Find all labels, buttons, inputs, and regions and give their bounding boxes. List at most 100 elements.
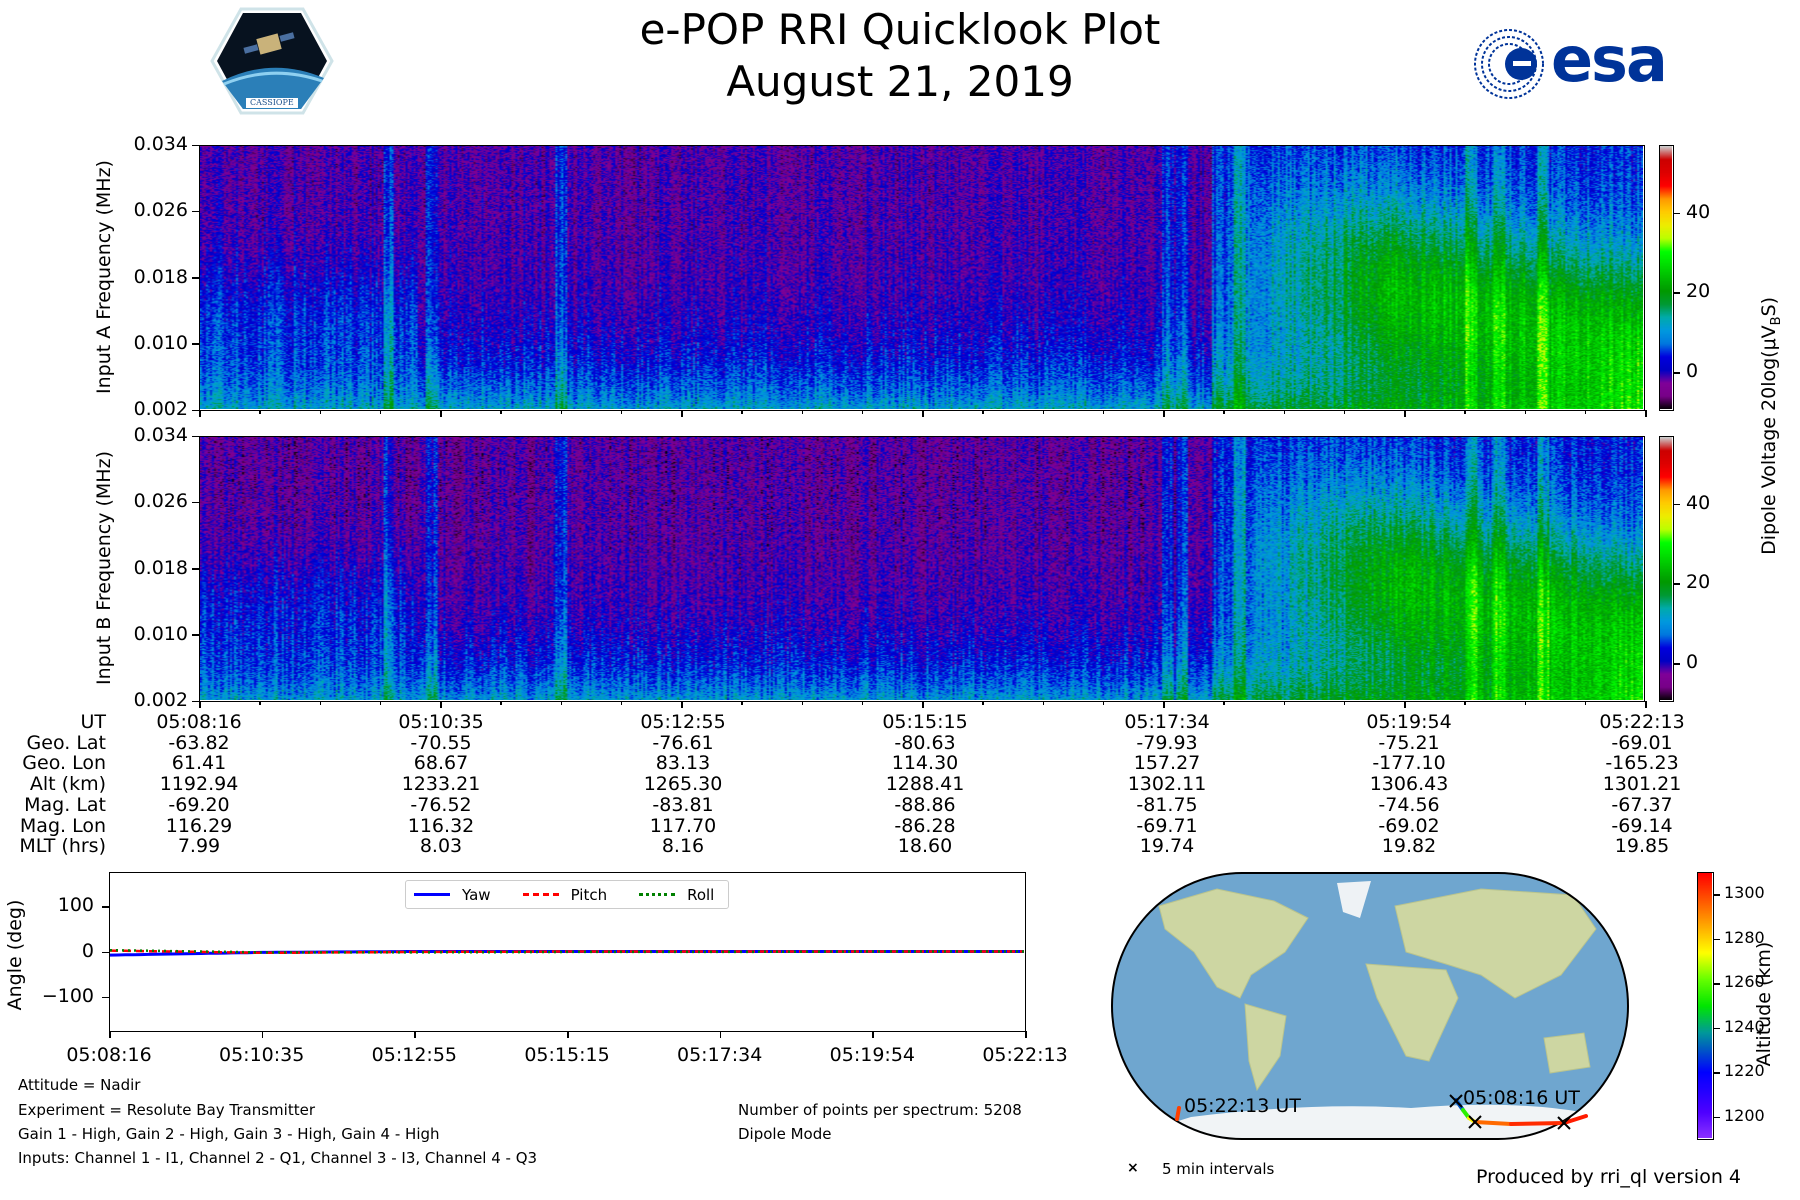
colorbar-tick-label: 40 xyxy=(1686,491,1711,514)
ephemeris-cell: 114.30 xyxy=(891,752,959,775)
world-map xyxy=(1111,872,1629,1140)
cassiope-logo-text: CASSIOPE xyxy=(250,98,294,107)
xtick-mark xyxy=(620,410,623,414)
ground-track-map: 05:08:16 UT 05:22:13 UT xyxy=(1111,872,1631,1142)
ytick-label: 0.018 xyxy=(133,265,188,288)
altitude-tick xyxy=(1714,1116,1720,1119)
eurasia xyxy=(1394,888,1597,999)
ephemeris-row-label: Mag. Lat xyxy=(24,793,106,816)
australia xyxy=(1543,1032,1591,1074)
altitude-colorbar xyxy=(1697,872,1714,1140)
ephemeris-cell: -86.28 xyxy=(894,814,956,837)
ephemeris-cell: -76.52 xyxy=(410,793,472,816)
voltage-colorbar-b xyxy=(1659,436,1674,702)
ephemeris-cell: -177.10 xyxy=(1372,752,1446,775)
track-segment xyxy=(1473,1120,1513,1126)
ephemeris-cell: -76.61 xyxy=(652,731,714,754)
xtick-mark xyxy=(1464,410,1466,414)
track-segment xyxy=(1562,1114,1588,1125)
xtick-mark xyxy=(1102,410,1105,414)
time-tick-label: 05:08:16 xyxy=(66,1044,152,1066)
track-start-label: 05:08:16 UT xyxy=(1463,1087,1580,1109)
pitch-line-icon xyxy=(522,893,559,896)
time-tick-label: 05:22:13 xyxy=(982,1044,1068,1066)
ephemeris-cell: -69.14 xyxy=(1611,814,1673,837)
track-segment xyxy=(1509,1121,1566,1126)
ytick-label: 0.002 xyxy=(133,398,188,420)
xtick-mark xyxy=(1584,701,1587,705)
xtick-mark xyxy=(620,701,623,705)
xtick-mark xyxy=(861,701,864,705)
angle-tick xyxy=(102,996,109,999)
x-marker-icon xyxy=(1557,1116,1571,1130)
xtick-mark xyxy=(440,410,442,417)
ephemeris-cell: -69.01 xyxy=(1611,731,1673,754)
colorbar-tick xyxy=(1674,663,1680,665)
ephemeris-cell: 05:08:16 xyxy=(156,711,242,733)
ephemeris-row-label: Geo. Lat xyxy=(26,731,106,754)
south-america xyxy=(1244,1003,1287,1092)
time-tick-label: 05:19:54 xyxy=(829,1044,915,1066)
ephemeris-cell: 1306.43 xyxy=(1369,773,1449,796)
ephemeris-row-label: UT xyxy=(80,711,106,733)
ephemeris-cell: 8.03 xyxy=(419,835,463,858)
colorbar-label-sub: B xyxy=(1768,316,1784,326)
ephemeris-cell: 7.99 xyxy=(177,835,221,858)
angle-tick-label: 0 xyxy=(81,939,94,962)
xtick-mark xyxy=(1343,701,1346,705)
ytick-label: 0.034 xyxy=(133,133,188,155)
spectrogram-b-heatmap xyxy=(200,437,1643,700)
ephemeris-cell: -69.02 xyxy=(1378,814,1440,837)
attitude-legend: Yaw Pitch Roll xyxy=(405,880,729,909)
ytick-label: 0.034 xyxy=(133,424,188,446)
colorbar-tick-label: 20 xyxy=(1686,280,1711,303)
time-tick xyxy=(567,1031,569,1038)
ephemeris-cell: 19.85 xyxy=(1614,835,1670,858)
time-tick-label: 05:10:35 xyxy=(218,1044,305,1066)
xtick-mark xyxy=(199,410,201,417)
note-attitude: Attitude = Nadir xyxy=(18,1076,141,1094)
xtick-mark xyxy=(801,701,803,705)
xtick-mark xyxy=(922,701,924,708)
time-tick xyxy=(872,1031,874,1038)
ephemeris-row-label: Geo. Lon xyxy=(22,752,106,775)
esa-logo-text: esa xyxy=(1551,23,1668,96)
ephemeris-row-label: Alt (km) xyxy=(29,773,106,796)
xtick-mark xyxy=(681,701,683,708)
altitude-tick-label: 1280 xyxy=(1724,927,1765,947)
ephemeris-cell: 05:22:13 xyxy=(1599,711,1685,733)
ytick-mark xyxy=(192,501,199,504)
ytick-mark xyxy=(192,700,199,702)
interval-legend-label: 5 min intervals xyxy=(1162,1160,1275,1178)
plot-title: e-POP RRI Quicklook Plot xyxy=(639,5,1161,54)
time-tick-label: 05:12:55 xyxy=(371,1044,457,1066)
xtick-mark xyxy=(1404,410,1406,417)
ephemeris-cell: 05:15:15 xyxy=(882,711,968,733)
ephemeris-cell: -70.55 xyxy=(410,731,472,754)
ytick-label: 0.026 xyxy=(133,199,188,222)
xtick-mark xyxy=(1283,410,1285,414)
legend-pitch: Pitch xyxy=(522,886,607,904)
angle-tick-label: −100 xyxy=(41,984,94,1007)
note-points: Number of points per spectrum: 5208 xyxy=(738,1101,1022,1119)
xtick-mark xyxy=(259,410,261,414)
altitude-tick-label: 1200 xyxy=(1724,1105,1765,1125)
xtick-mark xyxy=(982,701,984,705)
ytick-mark xyxy=(192,409,199,411)
xtick-mark xyxy=(500,410,502,414)
altitude-colorbar-gradient xyxy=(1698,873,1712,1138)
roll-line xyxy=(110,948,1024,954)
xtick-mark xyxy=(1584,410,1587,414)
xtick-mark xyxy=(1524,410,1526,414)
xtick-mark xyxy=(1102,701,1105,705)
ephemeris-cell: -67.37 xyxy=(1611,793,1673,816)
note-experiment: Experiment = Resolute Bay Transmitter xyxy=(18,1101,315,1119)
ephemeris-cell: 68.67 xyxy=(413,752,469,775)
spectrogram-input-a xyxy=(199,145,1645,411)
xtick-mark xyxy=(861,410,864,414)
north-america xyxy=(1158,888,1309,999)
ephemeris-cell: -81.75 xyxy=(1136,793,1198,816)
xtick-mark xyxy=(1464,701,1466,705)
angle-tick-label: 100 xyxy=(57,894,94,917)
track-segment xyxy=(1175,1106,1181,1121)
